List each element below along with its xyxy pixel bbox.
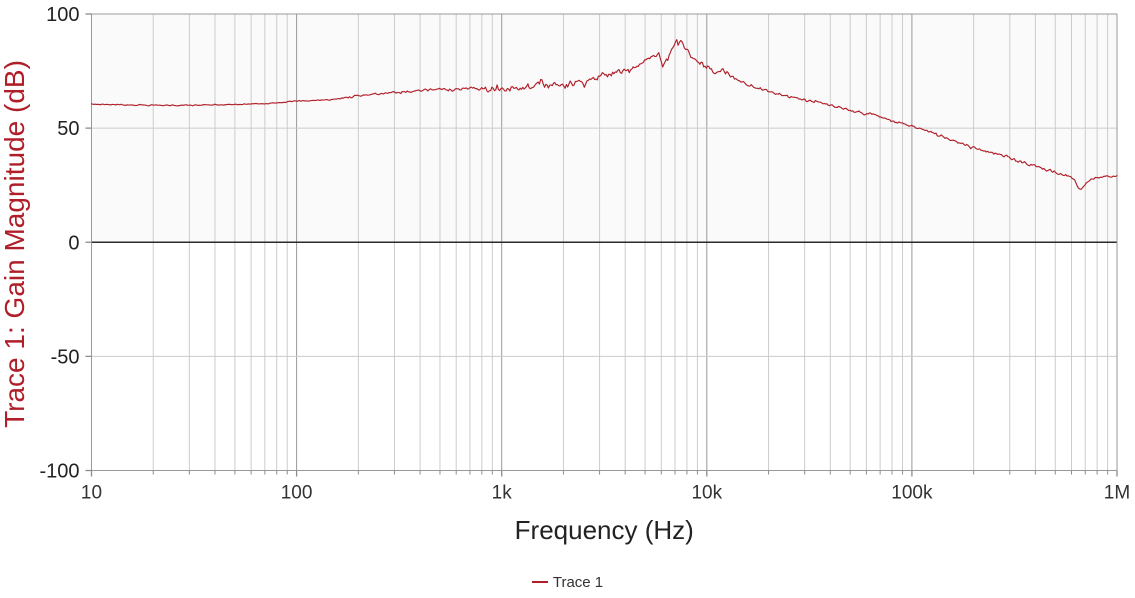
svg-text:1M: 1M: [1104, 483, 1130, 504]
svg-text:0: 0: [68, 232, 79, 254]
svg-text:100: 100: [281, 483, 313, 504]
svg-text:1k: 1k: [492, 483, 513, 504]
svg-text:10k: 10k: [691, 483, 722, 504]
svg-text:50: 50: [57, 118, 79, 140]
svg-text:100k: 100k: [891, 483, 933, 504]
svg-text:10: 10: [81, 483, 102, 504]
svg-text:100: 100: [46, 4, 79, 26]
svg-text:-50: -50: [51, 346, 80, 368]
svg-text:-100: -100: [39, 461, 79, 483]
